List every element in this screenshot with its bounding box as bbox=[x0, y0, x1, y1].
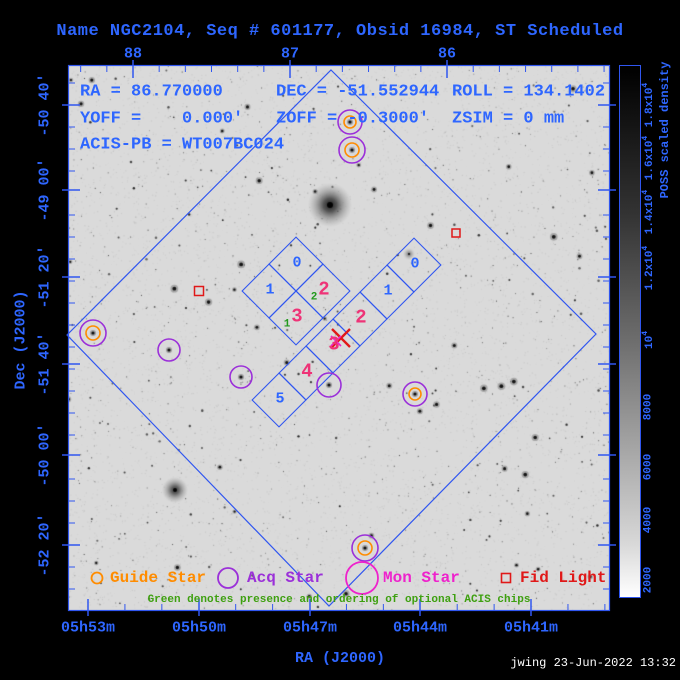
chip-s0-label: 0 bbox=[410, 255, 420, 273]
acq-star-marker bbox=[79, 319, 107, 347]
guide-star-marker bbox=[408, 387, 422, 401]
info-zsim: ZSIM = 0 mm bbox=[452, 109, 565, 129]
fid-light-marker bbox=[451, 228, 461, 238]
left-axis-tick-label: -51 40' bbox=[36, 332, 54, 396]
y-axis-title: Dec (J2000) bbox=[12, 290, 30, 390]
colorbar-tick-label: 1.2x104 bbox=[641, 245, 656, 291]
info-roll: ROLL = 134.1402 bbox=[452, 82, 606, 102]
chip-s5-label: 5 bbox=[275, 390, 285, 408]
chip-i2-order-label: 2 bbox=[310, 291, 318, 304]
acq-star-marker bbox=[351, 534, 379, 562]
chip-s2-label: 2 bbox=[355, 306, 367, 329]
bottom-axis-tick-label: 05h44m bbox=[392, 619, 448, 637]
acq-star-marker bbox=[316, 372, 342, 398]
colorbar-tick-label: 4000 bbox=[642, 506, 655, 534]
x-axis-title: RA (J2000) bbox=[294, 650, 385, 667]
chip-i1-label: 1 bbox=[265, 281, 275, 299]
left-axis-tick-label: -51 20' bbox=[36, 245, 54, 309]
legend-label-acq-star: Acq Star bbox=[247, 569, 324, 587]
legend-label-fid-light: Fid Light bbox=[520, 569, 607, 587]
legend-note: Green denotes presence and ordering of o… bbox=[147, 594, 531, 606]
acq-star-marker bbox=[229, 365, 253, 389]
info-zoff: ZOFF = -0.3000' bbox=[276, 109, 430, 129]
bottom-axis-tick-label: 05h41m bbox=[503, 619, 559, 637]
chip-s5-outline bbox=[251, 372, 307, 428]
legend-red-square-icon bbox=[500, 572, 512, 584]
chip-i3-order-label: 1 bbox=[283, 318, 291, 331]
plot-border bbox=[67, 64, 611, 612]
colorbar-tick-label: 6000 bbox=[642, 453, 655, 481]
guide-star-marker bbox=[357, 540, 373, 556]
colorbar-tick-label: 2000 bbox=[642, 566, 655, 594]
legend-label-guide-star: Guide Star bbox=[110, 569, 207, 587]
aimpoint-x-icon bbox=[331, 328, 351, 348]
bottom-axis-tick-label: 05h53m bbox=[60, 619, 116, 637]
bottom-axis-tick-label: 05h50m bbox=[171, 619, 227, 637]
exponent: 4 bbox=[641, 82, 650, 88]
colorbar-tick-label: 1.6x104 bbox=[641, 135, 656, 181]
exponent: 4 bbox=[641, 189, 650, 195]
legend-purple-circle-icon bbox=[217, 567, 239, 589]
guide-star-marker bbox=[344, 142, 360, 158]
top-axis-tick-label: 88 bbox=[123, 45, 143, 63]
legend-magenta-circle-icon bbox=[345, 561, 379, 595]
left-axis-tick-label: -49 00' bbox=[36, 158, 54, 222]
fid-light-marker bbox=[193, 285, 205, 297]
colorbar-gradient bbox=[619, 65, 641, 598]
legend-label-mon-star: Mon Star bbox=[383, 569, 460, 587]
acq-star-marker bbox=[337, 109, 363, 135]
acq-star-marker bbox=[402, 381, 428, 407]
footer-user-timestamp: jwing 23-Jun-2022 13:32 bbox=[510, 656, 676, 670]
chip-s4-label: 4 bbox=[301, 360, 313, 383]
left-axis-tick-label: -52 20' bbox=[36, 513, 54, 577]
info-dec: DEC = -51.552944 bbox=[276, 82, 440, 102]
acq-star-marker bbox=[157, 338, 181, 362]
chip-i3-label: 3 bbox=[291, 305, 303, 328]
top-axis-tick-label: 87 bbox=[280, 45, 300, 63]
aimpoint-x-icon bbox=[330, 335, 342, 347]
colorbar-tick-label: 8000 bbox=[642, 393, 655, 421]
exponent: 4 bbox=[641, 330, 650, 336]
chip-s1-label: 1 bbox=[383, 282, 393, 300]
left-axis-tick-label: -50 40' bbox=[36, 73, 54, 137]
fov-outline bbox=[66, 69, 597, 607]
colorbar-tick-label: 1.4x104 bbox=[641, 189, 656, 235]
info-acis-pb: ACIS-PB = WT007BC024 bbox=[80, 135, 285, 155]
chip-i0-label: 0 bbox=[292, 254, 302, 272]
guide-star-marker bbox=[85, 325, 101, 341]
colorbar-tick-label: 104 bbox=[641, 330, 656, 350]
left-axis-tick-label: -50 00' bbox=[36, 423, 54, 487]
chip-i3-outline bbox=[268, 290, 324, 346]
chip-i2-label: 2 bbox=[318, 278, 330, 301]
info-yoff: YOFF = 0.000' bbox=[80, 109, 244, 129]
info-ra: RA = 86.770000 bbox=[80, 82, 223, 102]
bottom-axis-tick-label: 05h47m bbox=[282, 619, 338, 637]
exponent: 4 bbox=[641, 245, 650, 251]
chip-s3-label: 3 bbox=[328, 333, 340, 356]
guide-star-marker bbox=[343, 115, 357, 129]
exponent: 4 bbox=[641, 135, 650, 141]
acq-star-marker bbox=[338, 136, 366, 164]
observation-title: Name NGC2104, Seq # 601177, Obsid 16984,… bbox=[56, 22, 624, 41]
colorbar-tick-label: 1.8x104 bbox=[641, 82, 656, 128]
top-axis-tick-label: 86 bbox=[437, 45, 457, 63]
legend-orange-circle-icon bbox=[90, 571, 104, 585]
colorbar-title: POSS scaled density bbox=[658, 61, 672, 199]
